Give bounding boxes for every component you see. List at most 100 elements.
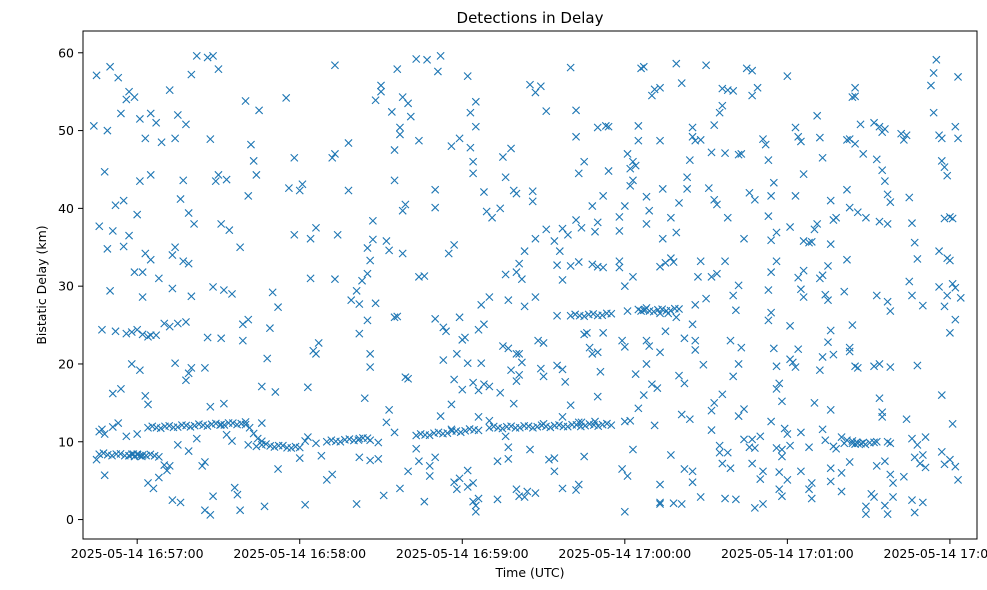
data-point [902,131,911,140]
data-point [303,433,312,442]
data-point [861,213,870,222]
data-point [883,219,892,228]
data-point [626,164,635,173]
data-point [647,91,656,100]
data-point [138,293,147,302]
data-point [786,223,795,232]
data-point [712,200,721,209]
data-point [572,132,581,141]
data-point [767,268,776,277]
data-point [558,275,567,284]
data-point [937,156,946,165]
data-point [726,336,735,345]
data-point [498,424,507,433]
data-point [810,398,819,407]
data-point [777,397,786,406]
data-point [940,214,949,223]
data-point [666,306,675,315]
data-point [913,361,922,370]
data-point [628,445,637,454]
data-point [658,234,667,243]
data-point [772,443,781,452]
data-point [531,234,540,243]
data-point [106,62,115,71]
data-point [577,223,586,232]
data-point [179,257,188,266]
data-point [945,328,954,337]
x-tick-label: 2025-05-14 17:02:00 [884,546,987,561]
data-point [524,422,533,431]
data-point [252,170,261,179]
data-point [837,433,846,442]
data-point [382,418,391,427]
data-point [404,374,413,383]
data-point [108,422,117,431]
data-point [666,450,675,459]
data-point [431,453,440,462]
data-point [306,274,315,283]
data-point [750,503,759,512]
data-point [707,148,716,157]
data-point [504,443,513,452]
data-point [168,251,177,260]
data-point [691,300,700,309]
data-point [141,134,150,143]
data-point [536,82,545,91]
data-point [368,216,377,225]
data-point [111,327,120,336]
data-point [861,510,870,519]
data-point [775,379,784,388]
data-point [851,83,860,92]
data-point [852,438,861,447]
data-point [580,452,589,461]
data-point [181,376,190,385]
data-point [696,493,705,501]
data-point [317,451,326,460]
data-point [447,400,456,409]
data-point [710,121,719,130]
data-point [360,394,369,403]
data-point [228,436,236,445]
data-point [704,184,713,193]
data-point [184,447,193,456]
data-point [358,276,367,285]
data-point [450,478,459,487]
data-point [683,184,692,193]
data-point [907,219,916,228]
data-point [566,63,575,72]
data-point [531,489,540,498]
data-point [528,197,537,206]
data-point [182,421,191,430]
data-point [826,405,835,414]
data-point [431,314,440,323]
data-point [594,422,603,431]
data-point [149,484,158,493]
data-point [146,255,155,264]
data-point [515,423,524,432]
data-point [504,344,513,353]
data-point [775,485,784,494]
data-point [783,72,792,81]
data-point [764,286,773,295]
data-point [498,153,507,162]
data-point [729,86,738,95]
data-point [769,178,778,187]
data-point [284,184,293,193]
data-point [398,206,407,215]
data-point [561,377,570,386]
data-point [769,344,778,353]
data-point [832,213,841,222]
data-point [450,375,459,384]
data-point [645,206,654,215]
data-point [253,434,262,443]
data-point [737,343,746,352]
data-point [604,167,613,176]
data-point [152,118,161,127]
data-point [669,258,678,267]
data-point [615,257,624,266]
data-point [345,435,354,444]
data-point [198,461,207,470]
data-point [872,437,881,446]
data-point [162,466,171,475]
data-point [628,272,637,281]
